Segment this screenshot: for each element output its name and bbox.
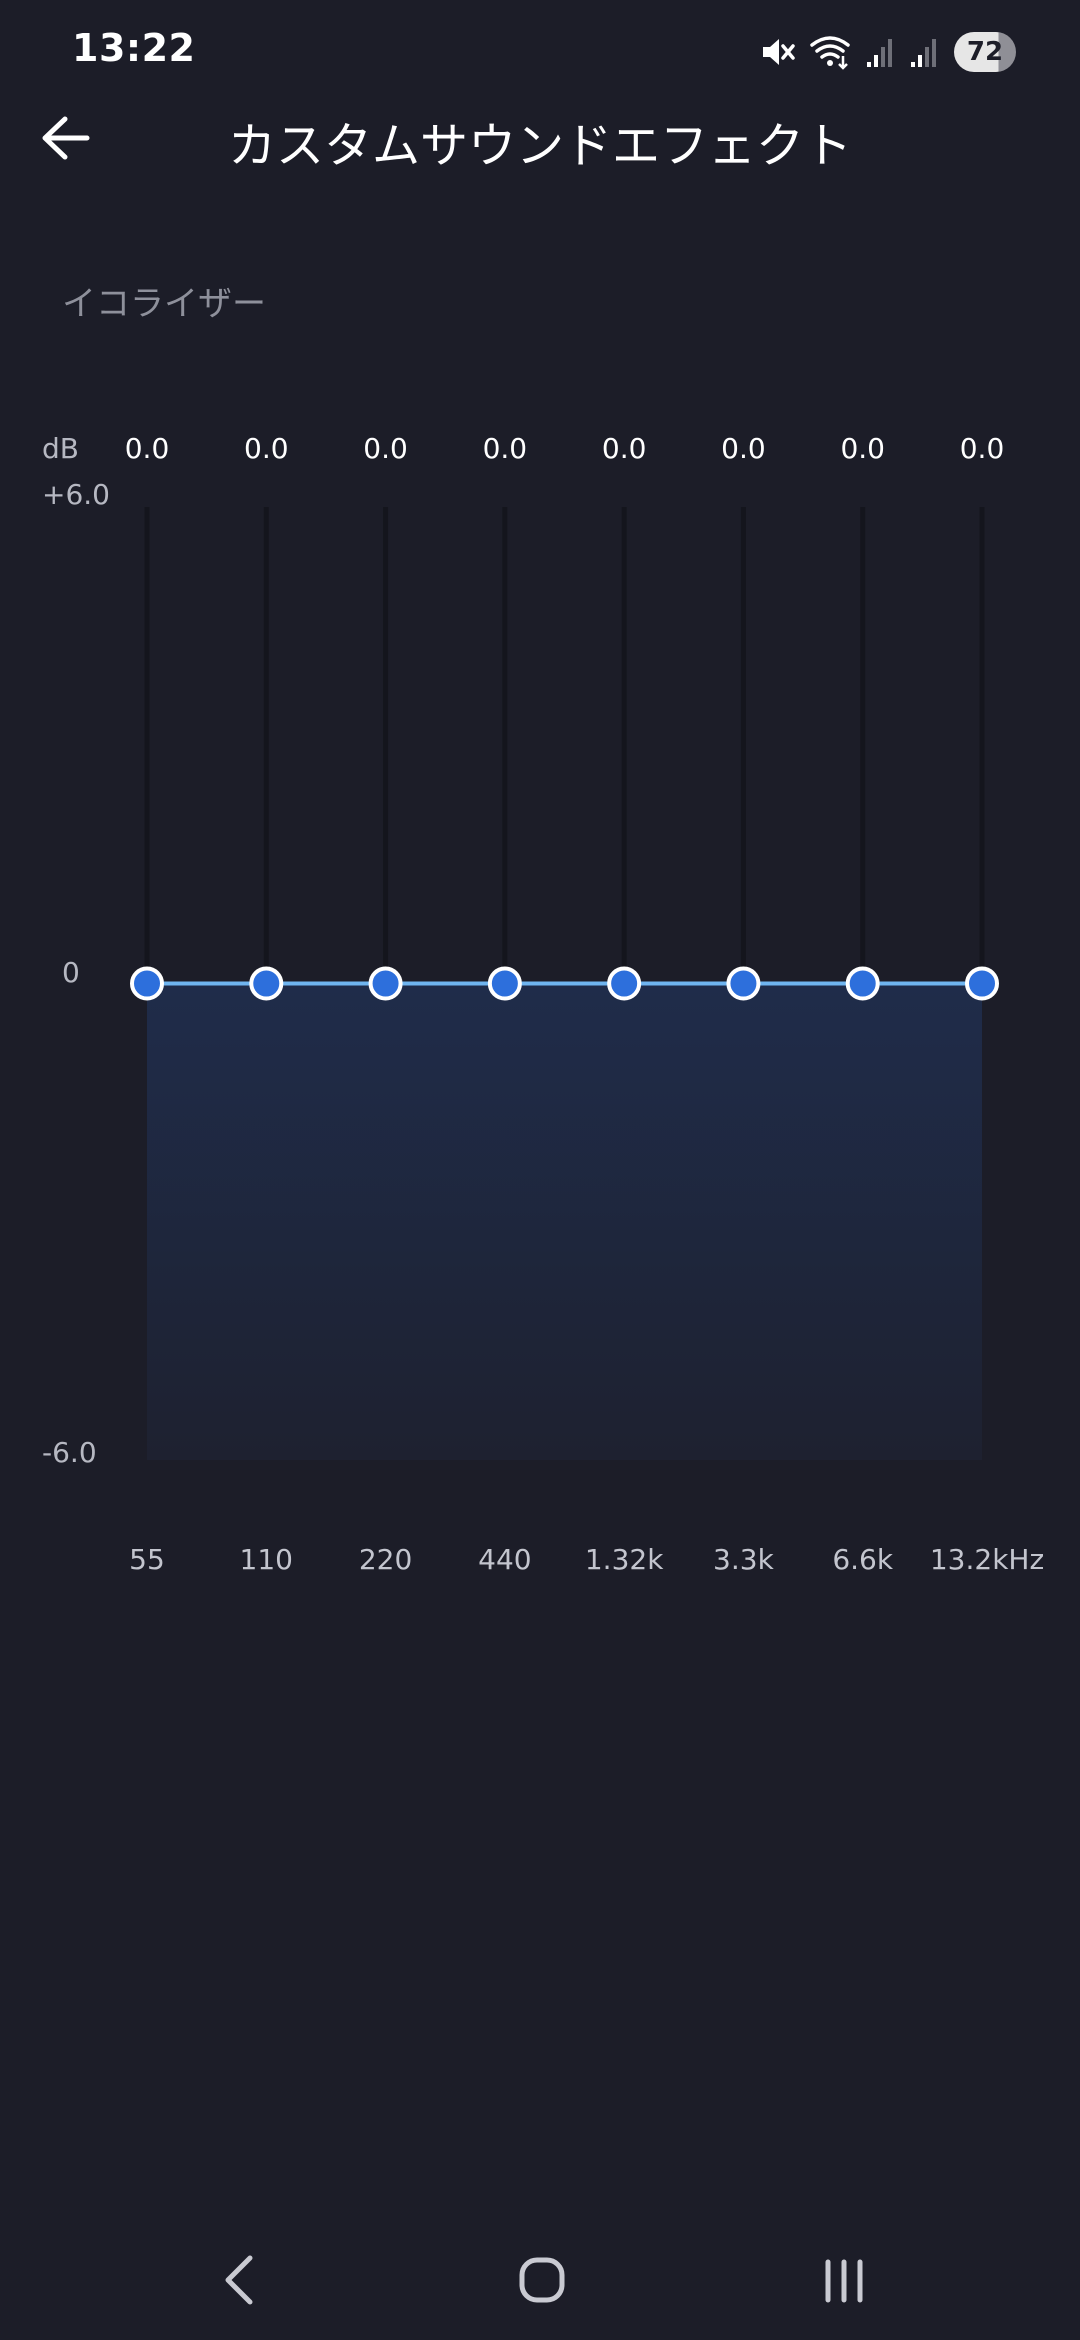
equalizer-chart[interactable]: dB +6.0 0 -6.0 0.0550.01100.02200.04400.… <box>0 400 1080 1600</box>
eq-band-frequency: 440 <box>478 1543 531 1576</box>
eq-slider-knob[interactable] <box>249 966 284 1001</box>
signal-icon <box>867 39 892 67</box>
arrow-left-icon <box>42 116 90 160</box>
eq-band-value: 0.0 <box>840 432 885 465</box>
wifi-icon <box>810 36 850 70</box>
eq-band-value: 0.0 <box>721 432 766 465</box>
nav-back-icon <box>225 2255 253 2305</box>
y-mid-label: 0 <box>62 956 80 989</box>
eq-band-value: 0.0 <box>363 432 408 465</box>
nav-recents-button[interactable] <box>784 2240 904 2320</box>
back-button[interactable] <box>36 108 96 168</box>
eq-band-frequency: 3.3k <box>713 1543 775 1576</box>
y-max-label: +6.0 <box>42 478 110 511</box>
page-title: カスタムサウンドエフェクト <box>227 118 852 174</box>
eq-fill-area <box>147 983 982 1460</box>
eq-band-value: 0.0 <box>244 432 289 465</box>
nav-recents-icon <box>825 2259 863 2303</box>
status-icons: 72 <box>760 30 1016 74</box>
y-min-label: -6.0 <box>42 1436 97 1469</box>
equalizer-marks: 0.0 55 0.0 110 0.0 220 0.0 440 0.0 1.32k 0.0 3.3k 0.… <box>125 432 1044 1576</box>
eq-band-frequency: 220 <box>359 1543 412 1576</box>
eq-slider-knob[interactable] <box>965 966 999 1001</box>
eq-slider-knob[interactable] <box>130 966 164 1001</box>
eq-band-value: 0.0 <box>483 432 528 465</box>
signal-icon <box>911 39 936 67</box>
eq-band-frequency: 6.6k <box>832 1543 894 1576</box>
eq-band-frequency: 55 <box>129 1543 165 1576</box>
nav-home-icon <box>519 2257 565 2303</box>
eq-band-value: 0.0 <box>125 432 170 465</box>
eq-band-frequency: 13.2kHz <box>930 1543 1044 1576</box>
eq-band-value: 0.0 <box>602 432 647 465</box>
nav-back-button[interactable] <box>180 2240 300 2320</box>
db-unit-label: dB <box>42 432 79 465</box>
status-time: 13:22 <box>72 26 196 70</box>
eq-slider-knob[interactable] <box>845 966 880 1001</box>
eq-slider-knob[interactable] <box>487 966 522 1001</box>
eq-slider-knob[interactable] <box>607 966 642 1001</box>
eq-band-value: 0.0 <box>960 432 1005 465</box>
equalizer-section-label: イコライザー <box>62 284 266 324</box>
eq-band-frequency: 1.32k <box>585 1543 664 1576</box>
eq-band-frequency: 110 <box>240 1543 293 1576</box>
nav-home-button[interactable] <box>482 2240 602 2320</box>
eq-slider-knob[interactable] <box>368 966 403 1001</box>
battery-icon: 72 <box>954 32 1016 72</box>
eq-slider-knob[interactable] <box>726 966 761 1001</box>
mute-icon <box>763 39 795 65</box>
